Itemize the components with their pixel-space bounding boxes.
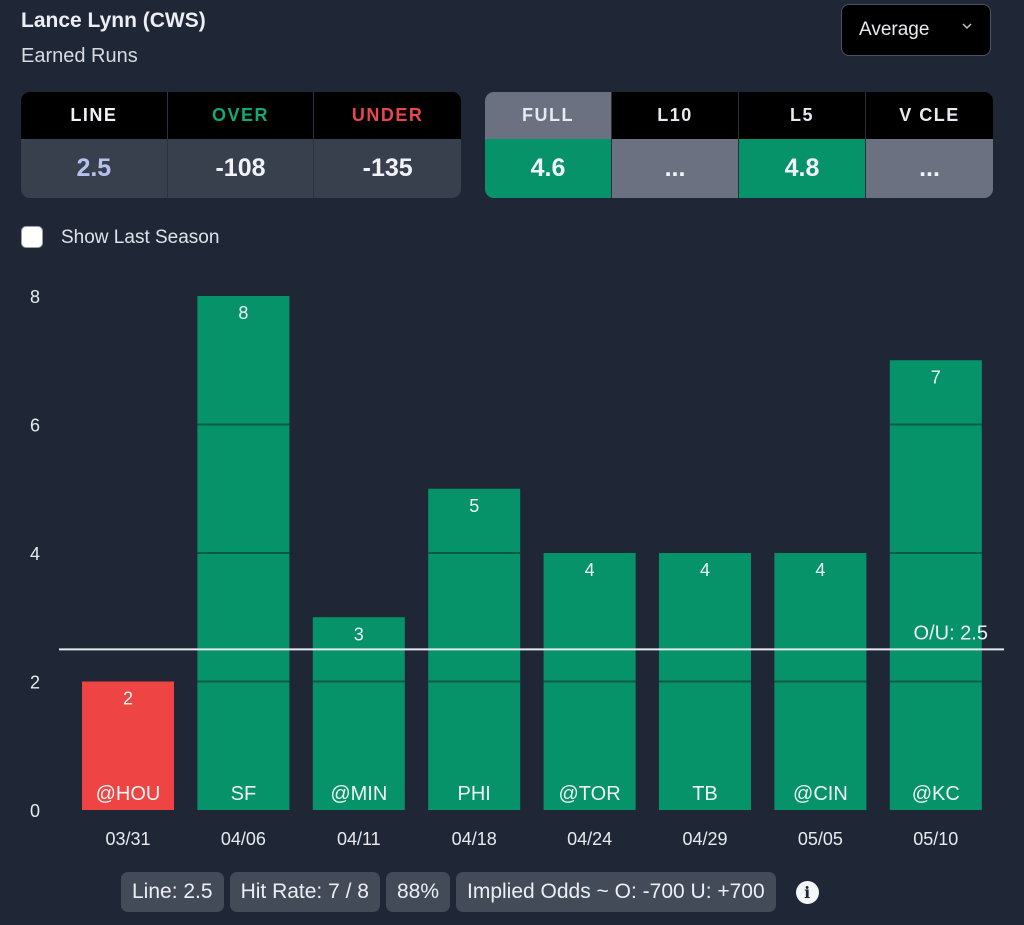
bar-opponent-label: SF (231, 783, 257, 805)
bar-value-label: 5 (469, 496, 479, 516)
mode-dropdown-value: Average (859, 19, 930, 40)
split-header-l5: L5 (739, 92, 865, 139)
split-header-l10: L10 (612, 92, 738, 139)
bar-opponent-label: @MIN (330, 783, 387, 805)
bar-value-label: 8 (238, 303, 248, 323)
player-name: Lance Lynn (CWS) (21, 9, 206, 32)
y-tick-label: 2 (30, 673, 40, 693)
odds-table: LINE 2.5 OVER -108 UNDER -135 (21, 92, 461, 198)
bar-value-label: 3 (354, 624, 364, 644)
bar-opponent-label: @KC (912, 783, 960, 805)
split-value-l5: 4.8 (739, 139, 865, 198)
x-tick-label: 05/05 (798, 829, 843, 849)
split-tab-full[interactable]: FULL 4.6 (485, 92, 612, 198)
show-last-season-label[interactable]: Show Last Season (61, 227, 220, 248)
y-tick-label: 8 (30, 287, 40, 307)
info-icon[interactable]: i (795, 880, 819, 904)
chevron-down-icon (962, 23, 972, 30)
hit-rate-pill: Hit Rate: 7 / 8 (229, 872, 380, 912)
threshold-label: O/U: 2.5 (914, 622, 988, 644)
x-tick-label: 04/29 (682, 829, 727, 849)
bar-opponent-label: @HOU (96, 783, 161, 805)
stat-name: Earned Runs (21, 45, 138, 67)
hit-percent-pill: 88% (385, 872, 450, 912)
odds-col-under: UNDER -135 (314, 92, 461, 198)
show-last-season-checkbox[interactable] (21, 226, 43, 248)
odds-value-line: 2.5 (21, 139, 167, 198)
x-tick-label: 04/11 (337, 829, 381, 849)
split-tab-l10[interactable]: L10 ... (612, 92, 739, 198)
x-tick-label: 05/10 (913, 829, 958, 849)
y-tick-label: 4 (30, 544, 40, 564)
x-tick-label: 04/24 (567, 829, 612, 849)
y-tick-label: 0 (30, 801, 40, 821)
bar (889, 360, 982, 810)
x-tick-label: 04/06 (221, 829, 266, 849)
line-pill: Line: 2.5 (121, 872, 224, 912)
split-value-full: 4.6 (485, 139, 611, 198)
bar (312, 617, 405, 810)
summary-bar: Line: 2.5 Hit Rate: 7 / 8 88% Implied Od… (121, 872, 819, 912)
odds-col-over: OVER -108 (167, 92, 315, 198)
bar-value-label: 2 (123, 689, 133, 709)
split-tab-vs-cle[interactable]: V CLE ... (866, 92, 993, 198)
bar-opponent-label: @CIN (793, 783, 848, 805)
y-tick-label: 6 (30, 416, 40, 436)
x-tick-label: 03/31 (105, 829, 150, 849)
odds-value-over: -108 (167, 139, 314, 198)
implied-odds-pill: Implied Odds ~ O: -700 U: +700 (456, 872, 776, 912)
bar-opponent-label: TB (692, 783, 718, 805)
split-table: FULL 4.6 L10 ... L5 4.8 V CLE ... (485, 92, 993, 198)
split-header-vs-cle: V CLE (866, 92, 993, 139)
odds-header-under: UNDER (314, 92, 461, 139)
odds-header-line: LINE (21, 92, 167, 139)
bar-value-label: 7 (931, 367, 941, 387)
bar-opponent-label: @TOR (559, 783, 621, 805)
earned-runs-bar-chart: 0 2 4 6 8 2 @HOU 03/31 8 SF 04/06 3 @MIN 04/11 5 PHI 04/… (30, 287, 1004, 849)
split-tab-l5[interactable]: L5 4.8 (739, 92, 866, 198)
split-value-l10: ... (612, 139, 738, 198)
bar-value-label: 4 (700, 560, 710, 580)
x-tick-label: 04/18 (452, 829, 497, 849)
odds-header-over: OVER (167, 92, 314, 139)
bar-value-label: 4 (585, 560, 595, 580)
bar-value-label: 4 (815, 560, 825, 580)
split-value-vs-cle: ... (866, 139, 993, 198)
odds-col-line: LINE 2.5 (21, 92, 168, 198)
odds-value-under: -135 (314, 139, 461, 198)
mode-dropdown[interactable]: Average (841, 4, 991, 56)
bar (82, 681, 174, 810)
bar-opponent-label: PHI (458, 783, 491, 805)
split-header-full: FULL (485, 92, 611, 139)
